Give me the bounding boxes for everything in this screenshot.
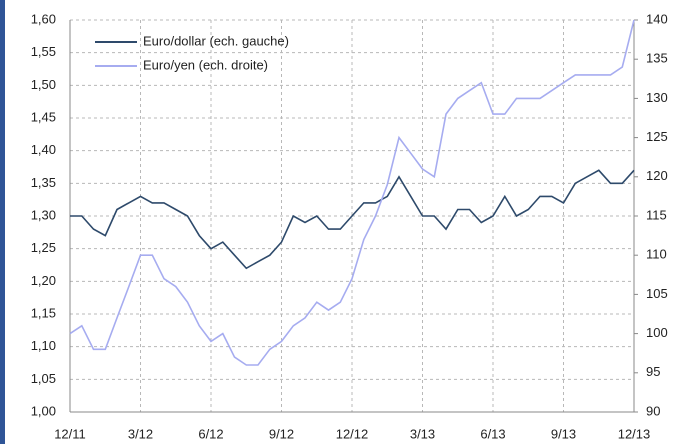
y2-tick-label: 90 <box>646 403 660 418</box>
y-tick-label: 1,35 <box>31 175 56 190</box>
x-tick-label: 12/11 <box>54 426 86 441</box>
y-tick-label: 1,30 <box>31 207 56 222</box>
legend-label: Euro/yen (ech. droite) <box>143 57 268 72</box>
y-tick-label: 1,25 <box>31 240 56 255</box>
y-tick-label: 1,45 <box>31 109 56 124</box>
y-tick-label: 1,55 <box>31 44 56 59</box>
x-tick-label: 3/13 <box>410 426 435 441</box>
y2-tick-label: 135 <box>646 51 668 66</box>
x-tick-label: 3/12 <box>128 426 153 441</box>
y-tick-label: 1,10 <box>31 338 56 353</box>
y-tick-label: 1,00 <box>31 403 56 418</box>
y2-tick-label: 95 <box>646 364 660 379</box>
y2-tick-label: 125 <box>646 129 668 144</box>
y2-tick-label: 105 <box>646 286 668 301</box>
y2-tick-label: 130 <box>646 90 668 105</box>
y-tick-label: 1,05 <box>31 371 56 386</box>
series-line <box>69 19 635 366</box>
x-tick-label: 6/12 <box>198 426 223 441</box>
y-tick-label: 1,20 <box>31 273 56 288</box>
y-tick-label: 1,40 <box>31 142 56 157</box>
y-tick-label: 1,60 <box>31 11 56 26</box>
x-tick-label: 9/12 <box>269 426 294 441</box>
y2-tick-label: 115 <box>646 207 667 222</box>
y2-tick-label: 110 <box>646 247 667 262</box>
x-tick-label: 12/12 <box>336 426 369 441</box>
legend-label: Euro/dollar (ech. gauche) <box>143 33 289 48</box>
y2-tick-label: 100 <box>646 325 668 340</box>
x-tick-label: 6/13 <box>480 426 505 441</box>
x-tick-label: 12/13 <box>618 426 651 441</box>
series-line <box>70 169 635 270</box>
y-tick-label: 1,50 <box>31 77 56 92</box>
y2-tick-label: 140 <box>646 11 668 26</box>
y-tick-label: 1,15 <box>31 305 56 320</box>
y2-tick-label: 120 <box>646 168 668 183</box>
frame-edge <box>0 0 5 444</box>
x-tick-label: 9/13 <box>551 426 576 441</box>
